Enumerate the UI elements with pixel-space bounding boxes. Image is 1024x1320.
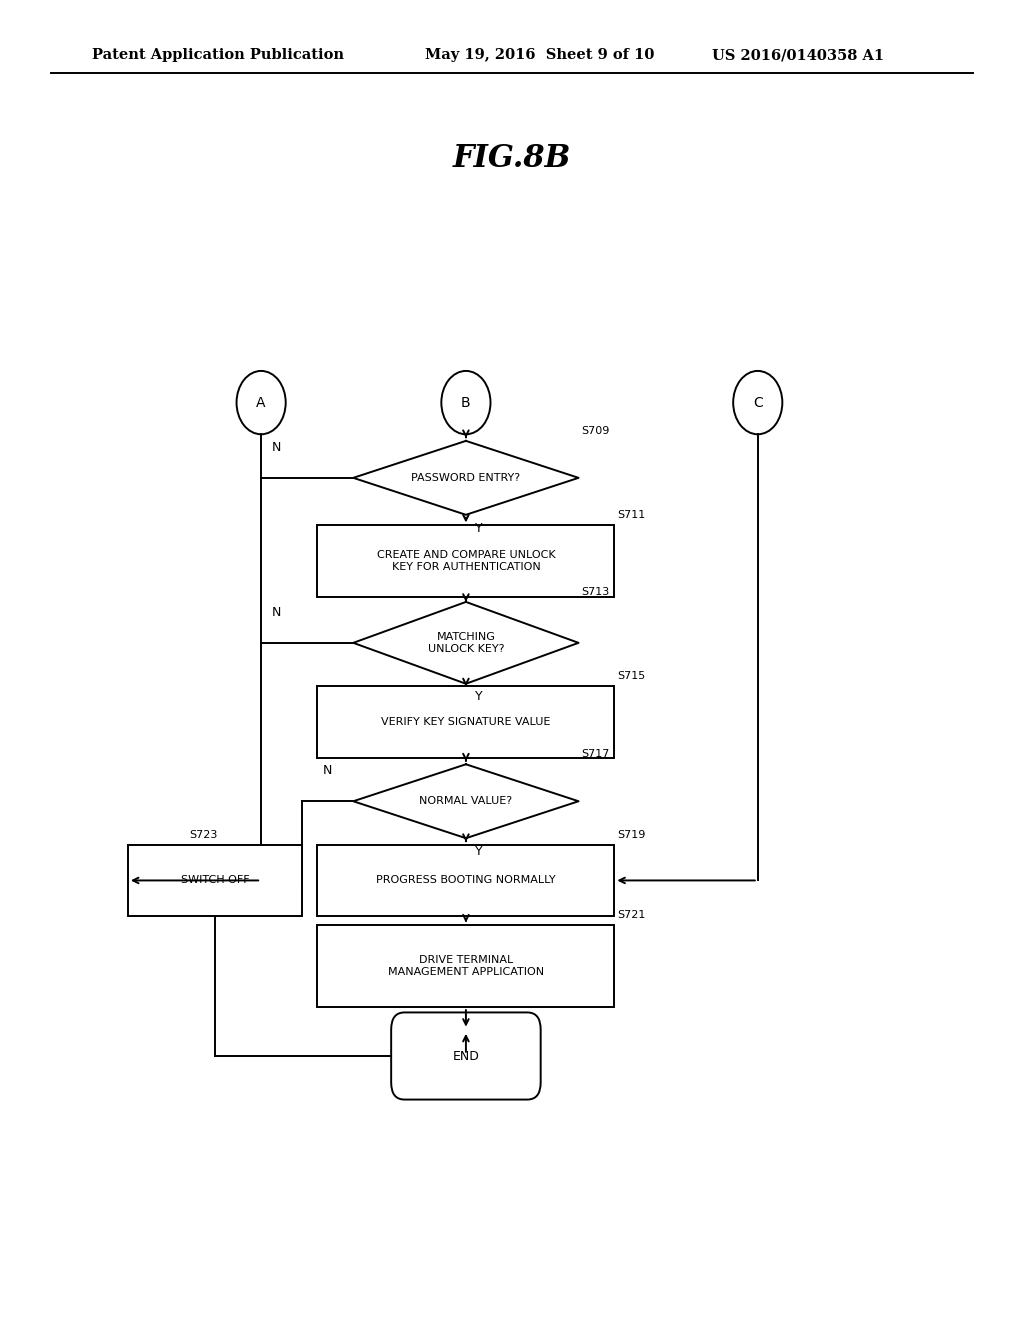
Text: PASSWORD ENTRY?: PASSWORD ENTRY? xyxy=(412,473,520,483)
Text: PROGRESS BOOTING NORMALLY: PROGRESS BOOTING NORMALLY xyxy=(376,875,556,886)
Text: S713: S713 xyxy=(582,586,610,597)
FancyBboxPatch shape xyxy=(317,525,614,597)
Text: Y: Y xyxy=(475,690,483,704)
Text: C: C xyxy=(753,396,763,409)
FancyBboxPatch shape xyxy=(317,845,614,916)
Polygon shape xyxy=(353,441,579,515)
Text: END: END xyxy=(453,1049,479,1063)
Text: A: A xyxy=(256,396,266,409)
FancyBboxPatch shape xyxy=(317,686,614,758)
Text: MATCHING
UNLOCK KEY?: MATCHING UNLOCK KEY? xyxy=(428,632,504,653)
Text: SWITCH OFF: SWITCH OFF xyxy=(180,875,250,886)
Text: S723: S723 xyxy=(188,829,217,840)
Text: Patent Application Publication: Patent Application Publication xyxy=(92,49,344,62)
Text: Y: Y xyxy=(475,521,483,535)
Text: May 19, 2016  Sheet 9 of 10: May 19, 2016 Sheet 9 of 10 xyxy=(425,49,654,62)
Text: VERIFY KEY SIGNATURE VALUE: VERIFY KEY SIGNATURE VALUE xyxy=(381,717,551,727)
Text: S717: S717 xyxy=(582,748,610,759)
FancyBboxPatch shape xyxy=(317,925,614,1007)
Polygon shape xyxy=(353,764,579,838)
Text: B: B xyxy=(461,396,471,409)
Text: CREATE AND COMPARE UNLOCK
KEY FOR AUTHENTICATION: CREATE AND COMPARE UNLOCK KEY FOR AUTHEN… xyxy=(377,550,555,572)
Text: DRIVE TERMINAL
MANAGEMENT APPLICATION: DRIVE TERMINAL MANAGEMENT APPLICATION xyxy=(388,956,544,977)
Text: NORMAL VALUE?: NORMAL VALUE? xyxy=(420,796,512,807)
Text: N: N xyxy=(271,441,281,454)
FancyBboxPatch shape xyxy=(391,1012,541,1100)
Text: S719: S719 xyxy=(617,829,646,840)
Text: US 2016/0140358 A1: US 2016/0140358 A1 xyxy=(712,49,884,62)
Text: N: N xyxy=(271,606,281,619)
Text: S711: S711 xyxy=(617,510,646,520)
Text: S709: S709 xyxy=(582,425,610,436)
Text: S715: S715 xyxy=(617,671,646,681)
FancyBboxPatch shape xyxy=(128,845,302,916)
Text: FIG.8B: FIG.8B xyxy=(453,143,571,174)
Text: N: N xyxy=(323,764,333,777)
Polygon shape xyxy=(353,602,579,684)
Text: S721: S721 xyxy=(617,909,646,920)
Text: Y: Y xyxy=(475,845,483,858)
